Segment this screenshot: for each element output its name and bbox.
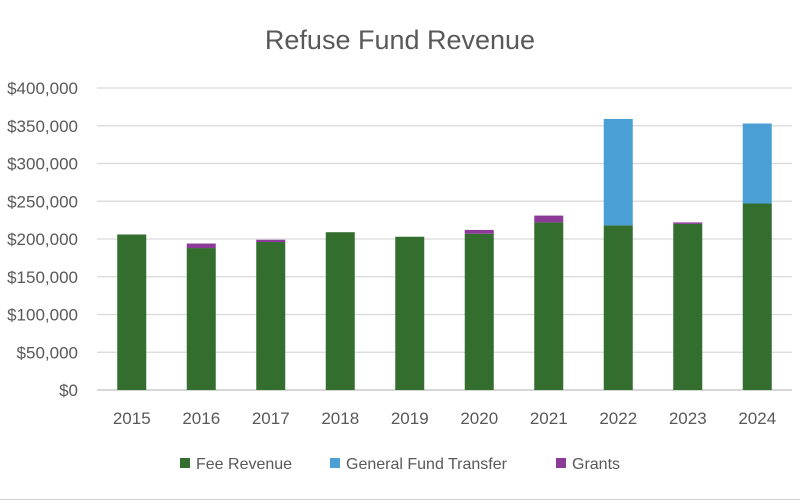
bar-grants-2016: [186, 243, 216, 249]
y-tick-label: $400,000: [7, 79, 78, 98]
bar-fee-revenue-2020: [464, 233, 494, 390]
x-tick-label: 2022: [599, 409, 637, 428]
bars: [117, 118, 772, 390]
bar-fee-revenue-2021: [534, 222, 564, 390]
y-tick-label: $250,000: [7, 192, 78, 211]
chart-title: Refuse Fund Revenue: [265, 25, 535, 55]
legend: Fee Revenue General Fund Transfer Grants: [180, 456, 620, 473]
y-tick-label: $100,000: [7, 306, 78, 325]
y-axis-tick-labels: $0 $50,000 $100,000 $150,000 $200,000 $250,00…: [7, 79, 78, 400]
bar-grants-2023: [673, 222, 703, 224]
x-tick-label: 2017: [252, 409, 290, 428]
x-tick-label: 2020: [460, 409, 498, 428]
bar-grants-2020: [464, 229, 494, 234]
legend-swatch-fee-revenue: [180, 458, 190, 468]
bar-fee-revenue-2023: [673, 223, 703, 390]
y-tick-label: $300,000: [7, 155, 78, 174]
bar-fee-revenue-2017: [256, 242, 286, 390]
legend-label: Grants: [572, 456, 620, 473]
bar-general-fund-transfer-2022: [603, 118, 633, 226]
x-tick-label: 2021: [530, 409, 568, 428]
legend-swatch-grants: [556, 458, 566, 468]
x-tick-label: 2023: [669, 409, 707, 428]
bar-fee-revenue-2022: [603, 225, 633, 390]
x-tick-label: 2015: [113, 409, 151, 428]
bar-grants-2021: [534, 215, 564, 223]
legend-label: General Fund Transfer: [346, 456, 508, 473]
bar-fee-revenue-2019: [395, 236, 425, 390]
y-tick-label: $0: [59, 381, 78, 400]
y-tick-label: $150,000: [7, 268, 78, 287]
x-tick-label: 2016: [182, 409, 220, 428]
x-tick-label: 2024: [738, 409, 776, 428]
bar-general-fund-transfer-2024: [742, 123, 772, 204]
y-tick-label: $50,000: [17, 343, 78, 362]
y-tick-label: $350,000: [7, 117, 78, 136]
bar-fee-revenue-2018: [325, 232, 355, 390]
bar-fee-revenue-2024: [742, 203, 772, 390]
x-tick-label: 2019: [391, 409, 429, 428]
legend-swatch-general-fund-transfer: [330, 458, 340, 468]
legend-label: Fee Revenue: [196, 456, 292, 473]
x-tick-label: 2018: [321, 409, 359, 428]
bar-grants-2017: [256, 239, 286, 243]
bar-fee-revenue-2015: [117, 234, 147, 390]
y-tick-label: $200,000: [7, 230, 78, 249]
bar-fee-revenue-2016: [186, 248, 216, 390]
x-axis-tick-labels: 2015 2016 2017 2018 2019 2020 2021 2022 2023 2024: [113, 409, 776, 428]
